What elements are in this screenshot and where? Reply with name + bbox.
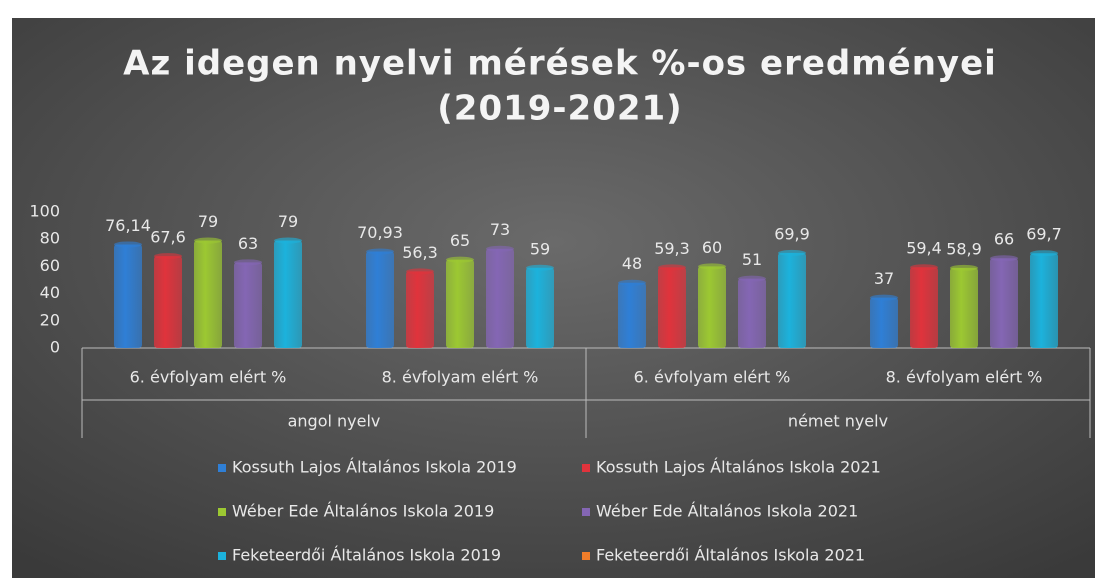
legend-swatch [218,552,226,560]
data-label: 65 [450,231,470,250]
legend-label: Feketeerdői Általános Iskola 2019 [232,546,501,565]
data-label: 79 [278,212,298,231]
data-label: 66 [994,230,1014,249]
data-label: 56,3 [402,243,438,262]
data-label: 51 [742,250,762,269]
bar [486,248,514,348]
bar [658,267,686,348]
legend-label: Wéber Ede Általános Iskola 2021 [596,502,858,521]
legend-label: Kossuth Lajos Általános Iskola 2021 [596,458,881,477]
bar [154,256,182,348]
legend-swatch [582,508,590,516]
x-tick-label: 8. évfolyam elért % [886,368,1043,387]
bar [950,267,978,348]
bar-cap [950,264,978,271]
bar-cap [778,249,806,256]
data-label: 70,93 [357,223,403,242]
bar [778,252,806,348]
legend-swatch [218,508,226,516]
bar-cap [698,263,726,270]
category-group-label: angol nyelv [288,412,381,431]
data-label: 69,7 [1026,225,1062,244]
legend-swatch [218,464,226,472]
data-label: 69,9 [774,224,810,243]
bar-cap [1030,250,1058,257]
data-label: 60 [702,238,722,257]
bar-cap [738,275,766,282]
legend-label: Kossuth Lajos Általános Iskola 2019 [232,458,517,477]
y-tick-label: 40 [40,283,60,302]
legend-label: Wéber Ede Általános Iskola 2019 [232,502,494,521]
bar [990,258,1018,348]
data-label: 48 [622,254,642,273]
bar-cap [526,264,554,271]
data-label: 73 [490,220,510,239]
data-label: 59,3 [654,239,690,258]
bar-cap [366,248,394,255]
bar [366,251,394,348]
bar [618,282,646,348]
bar-cap [486,245,514,252]
bar [1030,253,1058,348]
bar-cap [406,268,434,275]
y-tick-label: 0 [50,338,60,357]
data-label: 76,14 [105,216,151,235]
bar-cap [274,237,302,244]
y-tick-label: 80 [40,229,60,248]
bar [234,262,262,348]
bar-cap [870,294,898,301]
bar [870,297,898,348]
data-label: 58,9 [946,239,982,258]
chart-title: (2019-2021) [437,89,682,129]
bar [738,278,766,348]
bar [698,266,726,348]
legend-swatch [582,552,590,560]
data-label: 37 [874,269,894,288]
bar-cap [618,279,646,286]
x-tick-label: 6. évfolyam elért % [634,368,791,387]
bar [194,240,222,348]
data-label: 59,4 [906,239,942,258]
bar-cap [910,264,938,271]
bar-cap [194,237,222,244]
bar [446,259,474,348]
x-tick-label: 6. évfolyam elért % [130,368,287,387]
data-label: 79 [198,212,218,231]
legend-label: Feketeerdői Általános Iskola 2021 [596,546,865,565]
bar-cap [990,255,1018,262]
bar [274,240,302,348]
data-label: 63 [238,234,258,253]
bar [114,244,142,348]
data-label: 67,6 [150,228,186,247]
y-tick-label: 60 [40,256,60,275]
category-group-label: német nyelv [788,412,888,431]
bar-cap [446,256,474,263]
bar-cap [658,264,686,271]
chart-title: Az idegen nyelvi mérések %-os eredményei [123,44,997,84]
bar-cap [234,259,262,266]
legend-swatch [582,464,590,472]
bar-cap [114,241,142,248]
data-label: 59 [530,239,550,258]
y-tick-label: 100 [29,202,60,221]
bar [406,271,434,348]
bar [910,267,938,348]
bar [526,267,554,348]
bar-cap [154,253,182,260]
y-tick-label: 20 [40,310,60,329]
x-tick-label: 8. évfolyam elért % [382,368,539,387]
